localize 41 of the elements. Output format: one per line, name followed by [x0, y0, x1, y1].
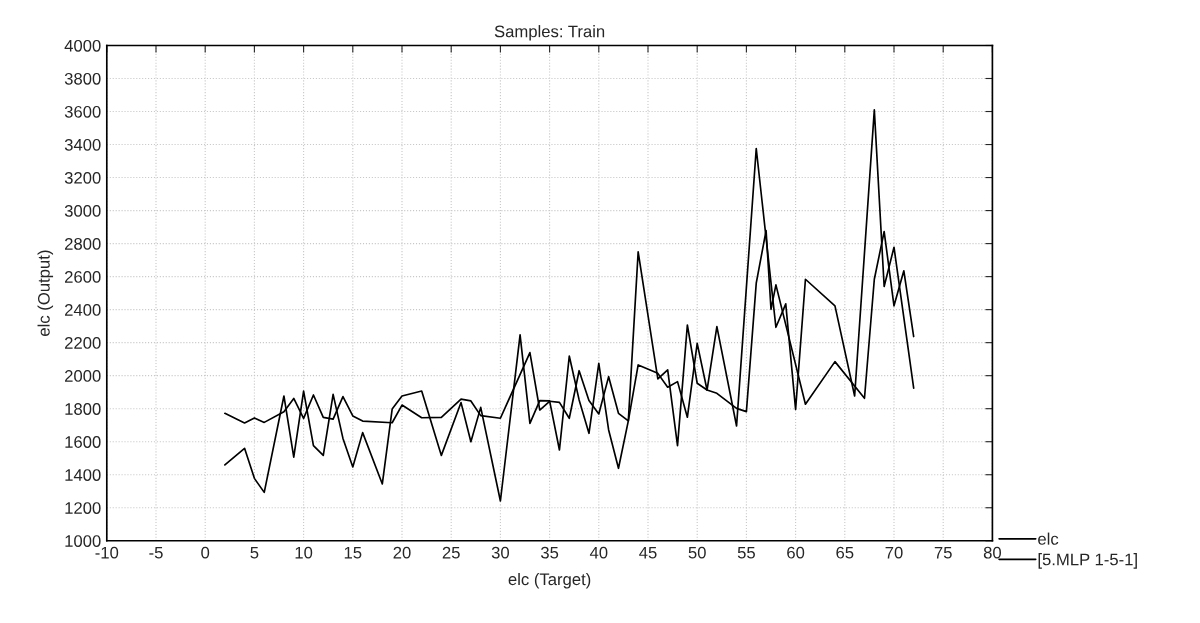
line-series: [224, 109, 915, 502]
x-tick-label: -5: [149, 546, 163, 559]
x-tick-label: 30: [491, 546, 510, 559]
x-axis-title: elc (Target): [508, 572, 591, 589]
y-axis-title: elc (Output): [37, 250, 54, 336]
x-tick-label: 60: [787, 546, 805, 559]
x-tick-label: 15: [344, 546, 362, 559]
x-tick-label: 20: [393, 546, 411, 559]
y-tick-label: 3000: [64, 204, 101, 217]
x-tick-label: 80: [983, 546, 1002, 559]
y-tick-label: 2000: [65, 370, 101, 382]
y-tick-label: 3400: [64, 138, 101, 151]
y-tick-label: 1000: [65, 535, 101, 547]
chart-title: Samples: Train: [494, 25, 605, 41]
y-tick-label: 2200: [65, 337, 101, 349]
y-tick-label: 4000: [64, 39, 101, 52]
x-tick-label: 75: [934, 546, 952, 559]
x-tick-label: 25: [442, 546, 460, 559]
x-tick-label: 55: [737, 546, 755, 559]
y-tick-label: 3800: [64, 72, 101, 85]
y-tick-label: 1600: [65, 436, 101, 448]
legend-label: [5.MLP 1-5-1]: [1038, 553, 1137, 569]
x-tick-label: 0: [201, 546, 210, 559]
y-tick-label: 3200: [64, 171, 101, 184]
x-tick-label: 5: [250, 546, 259, 559]
y-tick-label: 2400: [65, 304, 101, 316]
x-tick-label: 35: [540, 546, 559, 559]
x-tick-label: -10: [95, 546, 119, 559]
x-tick-label: 10: [295, 546, 313, 559]
legend-label: elc: [1038, 532, 1059, 545]
x-tick-label: 50: [688, 546, 706, 559]
y-tick-label: 3600: [64, 105, 101, 118]
x-tick-label: 65: [836, 546, 854, 559]
y-tick-label: 2600: [65, 271, 101, 283]
y-tick-label: 1800: [65, 403, 101, 415]
x-tick-label: 45: [639, 546, 657, 559]
x-tick-label: 40: [589, 546, 608, 559]
y-tick-label: 2800: [65, 237, 101, 250]
y-tick-label: 1400: [65, 469, 101, 481]
y-tick-label: 1200: [65, 502, 101, 514]
x-tick-label: 70: [885, 546, 903, 559]
